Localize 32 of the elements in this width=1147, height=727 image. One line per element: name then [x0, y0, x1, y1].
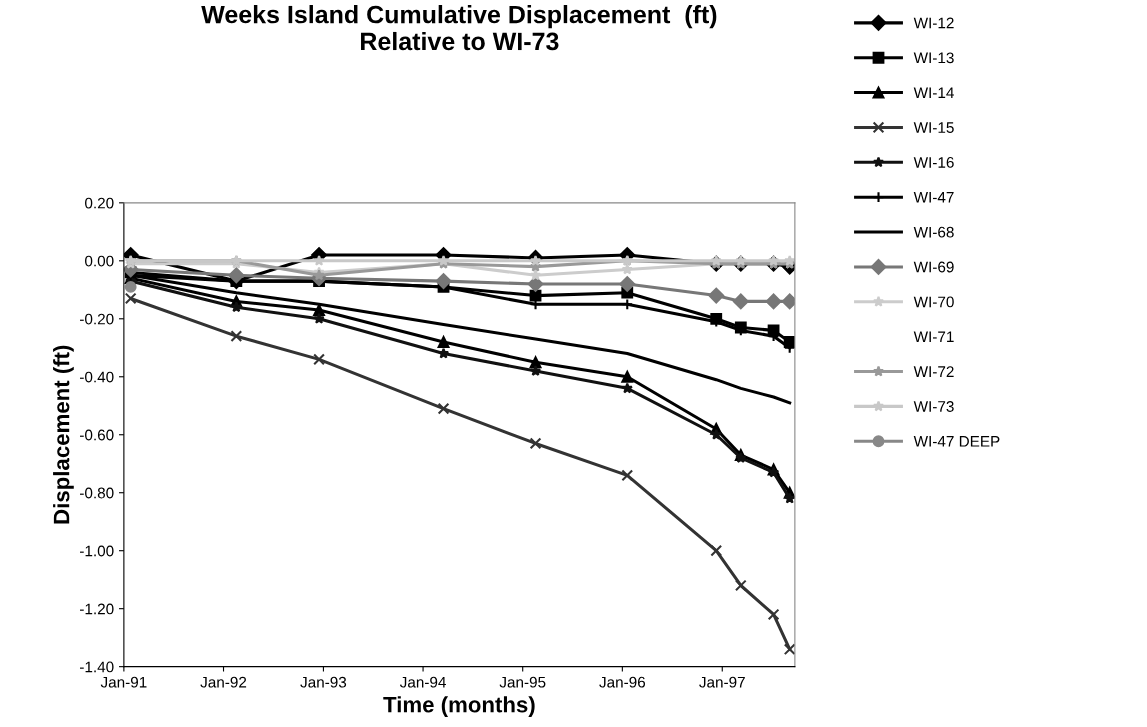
x-tick-label: Jan-91 [100, 676, 147, 688]
chart-title: Weeks Island Cumulative Displacement (ft) Relative to WI-73 [201, 5, 717, 51]
y-tick-label: -0.60 [80, 429, 114, 441]
legend-label: WI-12 [913, 17, 954, 29]
x-tick-label: Jan-96 [599, 676, 646, 688]
legend-label: WI-69 [913, 261, 954, 273]
legend-label: WI-15 [913, 122, 954, 133]
y-tick-label: -1.20 [80, 603, 114, 615]
legend-label: WI-14 [913, 87, 954, 98]
x-tick-label: Jan-93 [300, 676, 347, 688]
x-axis-title: Time (months) [383, 696, 535, 717]
legend-label: WI-47 DEEP [913, 436, 1000, 447]
x-tick-label: Jan-94 [399, 676, 446, 688]
y-tick-label: 0.00 [85, 255, 114, 267]
y-tick-label: -0.20 [80, 313, 114, 325]
text: WI-71 [913, 331, 954, 343]
y-axis-title: Displacement (ft) [53, 345, 74, 524]
legend-label: WI-68 [913, 226, 954, 238]
legend-label: WI-72 [913, 366, 954, 377]
legend-label: WI-73 [913, 401, 954, 412]
legend-label: WI-47 [913, 192, 954, 203]
x-tick-label: Jan-97 [699, 676, 745, 688]
legend-label: WI-16 [913, 157, 954, 168]
legend-label: WI-13 [913, 52, 954, 64]
y-tick-label: 0.20 [85, 197, 114, 209]
y-tick-label: -1.40 [80, 661, 114, 673]
legend-label: WI-70 [913, 296, 954, 308]
y-tick-label: -0.80 [80, 487, 114, 499]
x-tick-label: Jan-92 [200, 676, 247, 688]
x-tick-label: Jan-95 [499, 676, 546, 688]
y-tick-label: -1.00 [80, 545, 114, 557]
y-tick-label: -0.40 [80, 371, 114, 383]
